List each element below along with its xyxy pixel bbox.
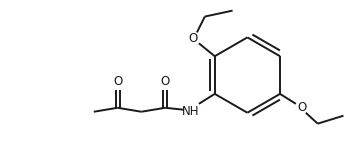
Text: O: O — [188, 32, 197, 45]
Text: O: O — [161, 75, 170, 89]
Text: NH: NH — [182, 105, 200, 118]
Text: O: O — [297, 101, 307, 114]
Text: O: O — [113, 75, 122, 89]
